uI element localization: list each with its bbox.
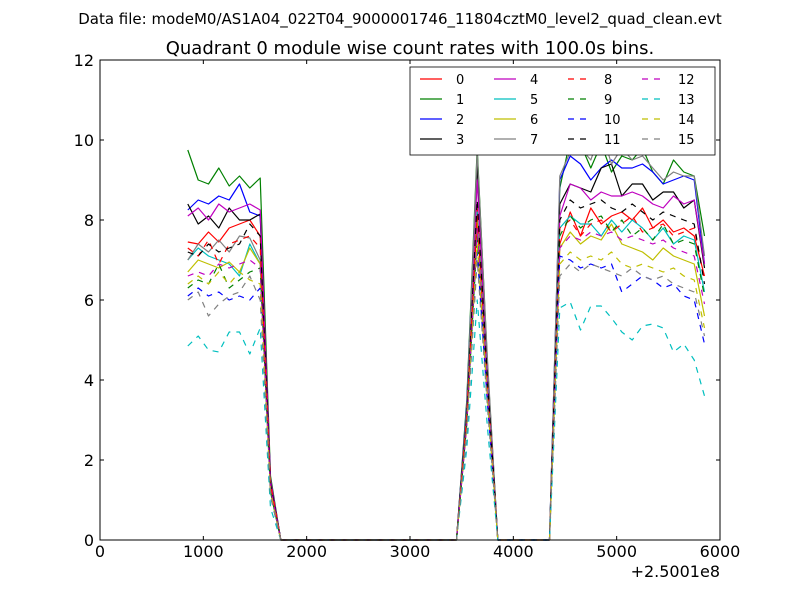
x-tick-label: 4000 — [493, 542, 534, 561]
legend-label-0: 0 — [456, 73, 464, 88]
chart-suptitle: Data file: modeM0/AS1A04_022T04_90000017… — [78, 10, 722, 29]
x-tick-label: 1000 — [183, 542, 224, 561]
legend-label-9: 9 — [604, 93, 612, 108]
legend-label-13: 13 — [678, 93, 695, 108]
legend-label-10: 10 — [604, 113, 621, 128]
y-tick-label: 6 — [84, 291, 94, 310]
y-tick-label: 4 — [84, 371, 94, 390]
x-tick-label: 6000 — [700, 542, 741, 561]
legend-label-14: 14 — [678, 113, 695, 128]
plot-area: 0 1000 2000 3000 4000 5000 6000024681012012345… — [74, 51, 741, 561]
legend-label-12: 12 — [678, 73, 695, 88]
legend-label-4: 4 — [530, 73, 538, 88]
y-tick-label: 8 — [84, 211, 94, 230]
x-offset-label: +2.5001e8 — [631, 562, 720, 581]
legend-label-1: 1 — [456, 93, 464, 108]
legend-frame — [409, 66, 716, 156]
x-tick-label: 2000 — [286, 542, 327, 561]
x-tick-label: 3000 — [390, 542, 431, 561]
y-tick-label: 12 — [74, 51, 94, 70]
legend-label-15: 15 — [678, 133, 695, 148]
legend-label-3: 3 — [456, 133, 464, 148]
chart-title: Quadrant 0 module wise count rates with … — [166, 38, 655, 59]
x-tick-label: 5000 — [596, 542, 637, 561]
y-tick-label: 10 — [74, 131, 94, 150]
x-tick-label: 0 — [95, 542, 105, 561]
y-tick-label: 2 — [84, 451, 94, 470]
legend-label-6: 6 — [530, 113, 538, 128]
series-line-12 — [187, 227, 706, 541]
legend-label-11: 11 — [604, 133, 621, 148]
legend-label-5: 5 — [530, 93, 538, 108]
legend-label-8: 8 — [604, 73, 612, 88]
legend-label-7: 7 — [530, 133, 538, 148]
y-tick-label: 0 — [84, 531, 94, 550]
legend-label-2: 2 — [456, 113, 464, 128]
